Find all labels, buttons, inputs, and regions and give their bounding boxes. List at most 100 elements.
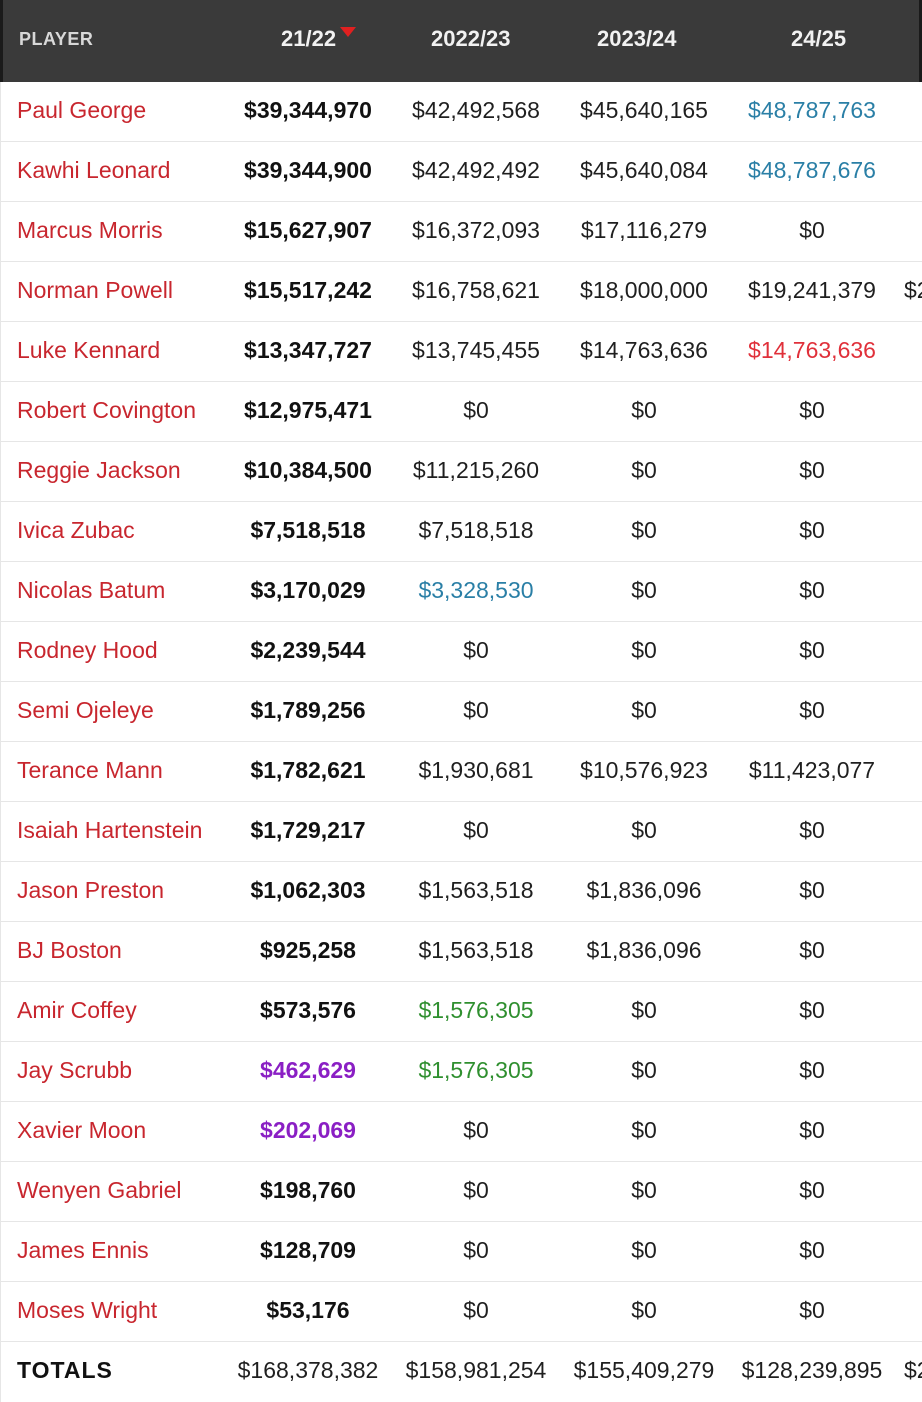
salary-2122: $198,760 [260, 1177, 356, 1203]
salary-2526 [904, 1102, 922, 1161]
salary-2223: $0 [463, 637, 489, 663]
player-name-link[interactable]: Norman Powell [17, 277, 173, 303]
salary-2223: $1,576,305 [418, 1057, 534, 1083]
player-name-link[interactable]: Wenyen Gabriel [17, 1177, 182, 1203]
salary-2324: $0 [631, 1177, 657, 1203]
salary-2223: $1,576,305 [418, 997, 534, 1023]
salary-2425: $0 [799, 997, 825, 1023]
salary-2122: $1,789,256 [250, 697, 366, 723]
salary-2425: $0 [799, 937, 825, 963]
table-row: Jay Scrubb $462,629 $1,576,305 $0 $0 [0, 1042, 922, 1102]
salary-2223: $3,328,530 [418, 577, 534, 603]
table-row: Rodney Hood $2,239,544 $0 $0 $0 [0, 622, 922, 682]
table-row: Nicolas Batum $3,170,029 $3,328,530 $0 $… [0, 562, 922, 622]
table-header: PLAYER 21/22 2022/23 2023/24 24/25 [0, 0, 922, 82]
salary-2526 [904, 1222, 922, 1281]
player-name-link[interactable]: Paul George [17, 97, 147, 123]
salary-2223: $16,758,621 [412, 277, 540, 303]
salary-2324: $0 [631, 1297, 657, 1323]
salary-2223: $42,492,492 [412, 157, 540, 183]
player-name-link[interactable]: Jay Scrubb [17, 1057, 133, 1083]
player-name-link[interactable]: Jason Preston [17, 877, 165, 903]
salary-2425: $0 [799, 517, 825, 543]
player-name-link[interactable]: Nicolas Batum [17, 577, 166, 603]
player-name-link[interactable]: Amir Coffey [17, 997, 137, 1023]
salary-2526 [904, 82, 922, 141]
table-row: Terance Mann $1,782,621 $1,930,681 $10,5… [0, 742, 922, 802]
player-name-link[interactable]: Ivica Zubac [17, 517, 135, 543]
salary-2324: $1,836,096 [586, 877, 702, 903]
salary-2122: $39,344,970 [244, 97, 372, 123]
player-name-link[interactable]: Kawhi Leonard [17, 157, 171, 183]
salary-2122: $12,975,471 [244, 397, 372, 423]
salary-2324: $0 [631, 577, 657, 603]
salary-2122: $1,062,303 [250, 877, 366, 903]
salary-2122: $3,170,029 [250, 577, 366, 603]
player-name-link[interactable]: Rodney Hood [17, 637, 158, 663]
salary-2526 [904, 562, 922, 621]
salary-2526 [904, 142, 922, 201]
table-row: Kawhi Leonard $39,344,900 $42,492,492 $4… [0, 142, 922, 202]
salary-2223: $1,563,518 [418, 937, 534, 963]
table-row: Xavier Moon $202,069 $0 $0 $0 [0, 1102, 922, 1162]
column-header-2122[interactable]: 21/22 [281, 0, 357, 82]
total-2324: $155,409,279 [573, 1357, 715, 1383]
column-header-2425[interactable]: 24/25 [791, 26, 847, 51]
salary-2223: $0 [463, 1177, 489, 1203]
salary-2425: $0 [799, 1297, 825, 1323]
salary-2122: $462,629 [260, 1057, 356, 1083]
salary-2425: $0 [799, 217, 825, 243]
salary-2223: $7,518,518 [418, 517, 534, 543]
player-name-link[interactable]: Terance Mann [17, 757, 163, 783]
salary-2324: $0 [631, 1237, 657, 1263]
column-header-2324[interactable]: 2023/24 [597, 26, 677, 51]
salary-2223: $0 [463, 1237, 489, 1263]
table-row: James Ennis $128,709 $0 $0 $0 [0, 1222, 922, 1282]
player-name-link[interactable]: Luke Kennard [17, 337, 161, 363]
salary-2324: $0 [631, 1057, 657, 1083]
salary-2122: $53,176 [266, 1297, 350, 1323]
salary-2223: $42,492,568 [412, 97, 540, 123]
salary-2425: $0 [799, 1177, 825, 1203]
salary-2324: $0 [631, 517, 657, 543]
table-row: Marcus Morris $15,627,907 $16,372,093 $1… [0, 202, 922, 262]
salary-2526 [904, 382, 922, 441]
player-name-link[interactable]: Isaiah Hartenstein [17, 817, 203, 843]
salary-2223: $11,215,260 [412, 457, 540, 483]
player-name-link[interactable]: Reggie Jackson [17, 457, 181, 483]
totals-row: TOTALS $168,378,382 $158,981,254 $155,40… [0, 1342, 922, 1402]
salary-2526 [904, 502, 922, 561]
salary-2526 [904, 682, 922, 741]
salary-2425: $0 [799, 457, 825, 483]
player-name-link[interactable]: Semi Ojeleye [17, 697, 154, 723]
column-header-2223[interactable]: 2022/23 [431, 26, 511, 51]
player-name-link[interactable]: Marcus Morris [17, 217, 163, 243]
player-name-link[interactable]: Xavier Moon [17, 1117, 147, 1143]
salary-2223: $16,372,093 [412, 217, 540, 243]
salary-2526 [904, 802, 922, 861]
salary-2324: $45,640,165 [580, 97, 708, 123]
player-name-link[interactable]: BJ Boston [17, 937, 122, 963]
player-name-link[interactable]: Robert Covington [17, 397, 196, 423]
salary-2425: $0 [799, 877, 825, 903]
salary-2122: $573,576 [260, 997, 356, 1023]
player-name-link[interactable]: James Ennis [17, 1237, 149, 1263]
salary-2526 [904, 742, 922, 801]
salary-2223: $0 [463, 1117, 489, 1143]
total-2425: $128,239,895 [741, 1357, 883, 1383]
salary-2526 [904, 622, 922, 681]
salary-2223: $1,930,681 [418, 757, 534, 783]
salary-2324: $18,000,000 [580, 277, 708, 303]
salary-2122: $2,239,544 [250, 637, 366, 663]
salary-2122: $202,069 [260, 1117, 356, 1143]
table-row: Paul George $39,344,970 $42,492,568 $45,… [0, 82, 922, 142]
column-header-player[interactable]: PLAYER [19, 29, 94, 49]
table-row: Ivica Zubac $7,518,518 $7,518,518 $0 $0 [0, 502, 922, 562]
salary-2526 [904, 322, 922, 381]
salary-2223: $0 [463, 1297, 489, 1323]
player-name-link[interactable]: Moses Wright [17, 1297, 158, 1323]
salary-2526 [904, 922, 922, 981]
salary-2425: $0 [799, 1237, 825, 1263]
salary-2324: $45,640,084 [580, 157, 708, 183]
table-row: Wenyen Gabriel $198,760 $0 $0 $0 [0, 1162, 922, 1222]
